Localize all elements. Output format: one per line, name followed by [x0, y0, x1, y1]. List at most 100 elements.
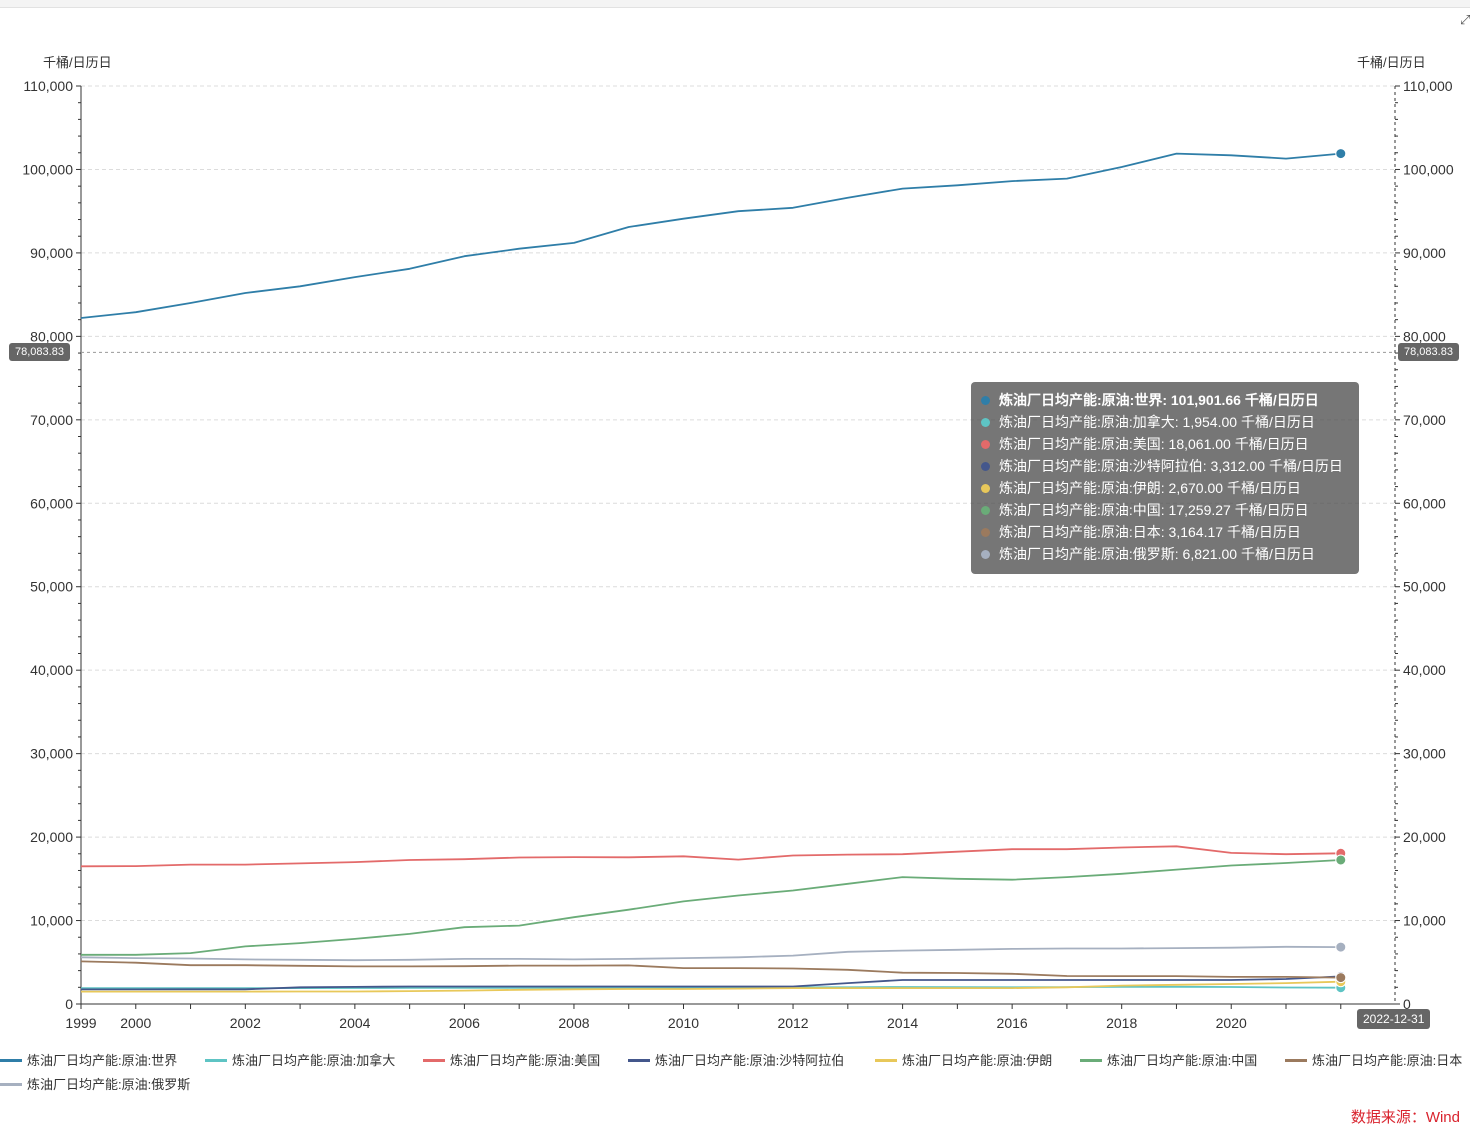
- legend-item[interactable]: 炼油厂日均产能:原油:沙特阿拉伯: [628, 1050, 844, 1072]
- y-tick-label-left: 110,000: [23, 78, 73, 94]
- tooltip-dot-icon: [981, 505, 990, 515]
- chart-tooltip: 炼油厂日均产能:原油:世界: 101,901.66 千桶/日历日 炼油厂日均产能:…: [971, 382, 1359, 574]
- tooltip-row: 炼油厂日均产能:原油:日本: 3,164.17 千桶/日历日: [981, 521, 1359, 543]
- legend-label: 炼油厂日均产能:原油:伊朗: [902, 1053, 1053, 1068]
- x-tick-label: 2018: [1106, 1015, 1137, 1031]
- legend-item[interactable]: 炼油厂日均产能:原油:加拿大: [205, 1050, 395, 1072]
- y-tick-label-left: 30,000: [30, 746, 73, 762]
- y-tick-label-right: 110,000: [1403, 78, 1453, 94]
- left-axis-unit: 千桶/日历日: [43, 55, 112, 70]
- tooltip-row: 炼油厂日均产能:原油:世界: 101,901.66 千桶/日历日: [981, 389, 1359, 411]
- tooltip-dot-icon: [981, 527, 990, 537]
- y-tick-label-left: 70,000: [30, 412, 73, 428]
- legend-label: 炼油厂日均产能:原油:沙特阿拉伯: [655, 1053, 845, 1068]
- y-tick-label-right: 20,000: [1403, 829, 1446, 845]
- x-tick-label: 2002: [230, 1015, 261, 1031]
- y-tick-label-left: 10,000: [30, 913, 73, 929]
- y-tick-label-left: 50,000: [30, 579, 73, 595]
- legend-label: 炼油厂日均产能:原油:加拿大: [232, 1053, 396, 1068]
- legend-item[interactable]: 炼油厂日均产能:原油:中国: [1080, 1050, 1257, 1072]
- series-line-0: [80, 152, 1341, 319]
- y-tick-label-left: 40,000: [30, 662, 73, 678]
- tooltip-row-label: 炼油厂日均产能:原油:沙特阿拉伯: 3,312.00 千桶/日历日: [999, 458, 1343, 474]
- y-tick-label-right: 90,000: [1403, 245, 1446, 261]
- x-tick-label: 2000: [120, 1015, 151, 1031]
- y-tick-label-left: 90,000: [30, 245, 73, 261]
- y-tick-label-right: 60,000: [1403, 495, 1446, 511]
- y-tick-label-left: 0: [65, 996, 73, 1012]
- tooltip-row: 炼油厂日均产能:原油:沙特阿拉伯: 3,312.00 千桶/日历日: [981, 455, 1359, 477]
- series-line-5: [81, 859, 1341, 956]
- tooltip-row: 炼油厂日均产能:原油:俄罗斯: 6,821.00 千桶/日历日: [981, 543, 1359, 565]
- x-tick-label: 2012: [777, 1015, 808, 1031]
- legend-swatch-icon: [423, 1059, 445, 1063]
- tooltip-dot-icon: [981, 395, 990, 405]
- series-endpoint-7: [1335, 941, 1347, 953]
- tooltip-row: 炼油厂日均产能:原油:美国: 18,061.00 千桶/日历日: [981, 433, 1359, 455]
- series-endpoint-6: [1335, 972, 1347, 984]
- legend-item[interactable]: 炼油厂日均产能:原油:世界: [0, 1050, 177, 1072]
- tooltip-row-label: 炼油厂日均产能:原油:世界: 101,901.66 千桶/日历日: [999, 392, 1319, 408]
- tooltip-dot-icon: [981, 549, 990, 559]
- tooltip-dot-icon: [981, 483, 990, 493]
- top-toolbar: [0, 0, 1470, 8]
- legend-label: 炼油厂日均产能:原油:世界: [27, 1053, 178, 1068]
- y-tick-label-right: 100,000: [1403, 161, 1454, 177]
- legend-item[interactable]: 炼油厂日均产能:原油:伊朗: [875, 1050, 1052, 1072]
- x-tick-label: 2008: [558, 1015, 589, 1031]
- series-line-7: [80, 945, 1341, 962]
- y-tick-label-left: 20,000: [30, 829, 73, 845]
- legend-item[interactable]: 炼油厂日均产能:原油:俄罗斯: [0, 1074, 190, 1096]
- tooltip-dot-icon: [981, 417, 990, 427]
- y-tick-label-right: 40,000: [1403, 662, 1446, 678]
- y-tick-label-left: 60,000: [30, 495, 73, 511]
- legend-item[interactable]: 炼油厂日均产能:原油:美国: [423, 1050, 600, 1072]
- right-axis-unit: 千桶/日历日: [1357, 55, 1426, 70]
- legend-swatch-icon: [628, 1059, 650, 1063]
- x-tick-label: 2010: [668, 1015, 699, 1031]
- y-tick-label-right: 30,000: [1403, 746, 1446, 762]
- tooltip-dot-icon: [981, 461, 990, 471]
- legend-swatch-icon: [0, 1083, 22, 1087]
- legend-label: 炼油厂日均产能:原油:美国: [450, 1053, 601, 1068]
- legend-item[interactable]: 炼油厂日均产能:原油:日本: [1285, 1050, 1462, 1072]
- x-tick-label: 2014: [887, 1015, 918, 1031]
- y-tick-label-right: 10,000: [1403, 913, 1446, 929]
- y-tick-label-right: 0: [1403, 996, 1411, 1012]
- legend-label: 炼油厂日均产能:原油:日本: [1312, 1053, 1463, 1068]
- x-tick-label: 2020: [1216, 1015, 1247, 1031]
- tooltip-row: 炼油厂日均产能:原油:中国: 17,259.27 千桶/日历日: [981, 499, 1359, 521]
- y-tick-label-left: 100,000: [22, 161, 73, 177]
- x-tick-label: 2004: [339, 1015, 370, 1031]
- series-line-2: [80, 845, 1341, 868]
- data-source-label: 数据来源：Wind: [1350, 1109, 1460, 1126]
- crosshair-y-badge-right: 78,083.83: [1398, 343, 1459, 361]
- y-tick-label-right: 50,000: [1403, 579, 1446, 595]
- legend-swatch-icon: [1080, 1059, 1102, 1063]
- tooltip-dot-icon: [981, 439, 990, 449]
- series-endpoint-0: [1335, 148, 1347, 160]
- legend-swatch-icon: [0, 1059, 22, 1063]
- expand-icon[interactable]: ⤢: [1460, 12, 1470, 27]
- tooltip-row-label: 炼油厂日均产能:原油:中国: 17,259.27 千桶/日历日: [999, 502, 1309, 518]
- series-line-4: [81, 980, 1341, 993]
- tooltip-row-label: 炼油厂日均产能:原油:伊朗: 2,670.00 千桶/日历日: [999, 480, 1301, 496]
- tooltip-row: 炼油厂日均产能:原油:加拿大: 1,954.00 千桶/日历日: [981, 411, 1359, 433]
- x-tick-label: 2006: [449, 1015, 480, 1031]
- series-endpoint-5: [1335, 854, 1347, 866]
- tooltip-row: 炼油厂日均产能:原油:伊朗: 2,670.00 千桶/日历日: [981, 477, 1359, 499]
- tooltip-row-label: 炼油厂日均产能:原油:加拿大: 1,954.00 千桶/日历日: [999, 414, 1315, 430]
- crosshair-x-badge: 2022-12-31: [1357, 1009, 1431, 1029]
- tooltip-row-label: 炼油厂日均产能:原油:俄罗斯: 6,821.00 千桶/日历日: [999, 546, 1315, 562]
- legend-label: 炼油厂日均产能:原油:俄罗斯: [27, 1077, 191, 1092]
- tooltip-row-label: 炼油厂日均产能:原油:日本: 3,164.17 千桶/日历日: [999, 524, 1301, 540]
- x-tick-label: 2016: [997, 1015, 1028, 1031]
- tooltip-row-label: 炼油厂日均产能:原油:美国: 18,061.00 千桶/日历日: [999, 436, 1309, 452]
- y-tick-label-left: 80,000: [30, 328, 73, 344]
- y-tick-label-right: 80,000: [1403, 328, 1446, 344]
- crosshair-y-badge-left: 78,083.83: [9, 343, 70, 361]
- legend-swatch-icon: [205, 1059, 227, 1063]
- series-line-6: [80, 960, 1341, 979]
- legend-swatch-icon: [875, 1059, 897, 1063]
